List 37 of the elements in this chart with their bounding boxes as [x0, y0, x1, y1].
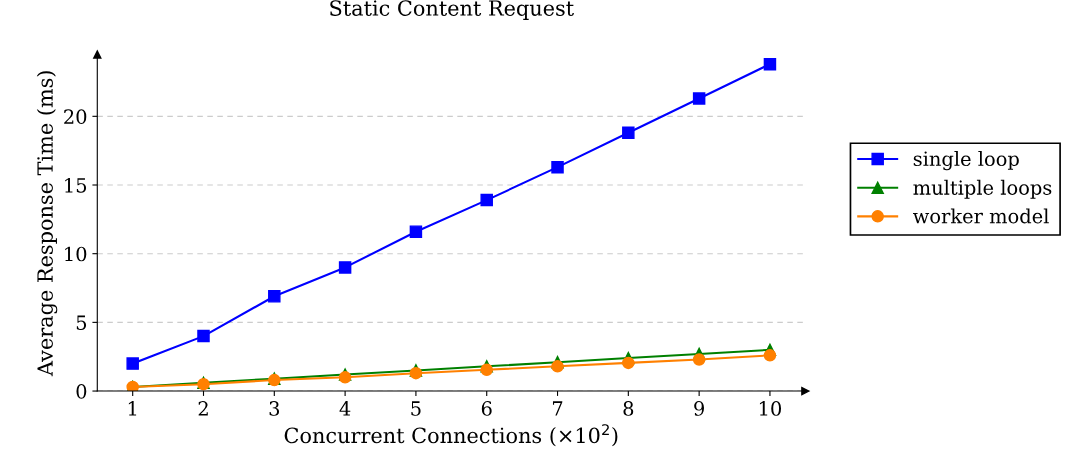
x-tick-label: 6: [481, 401, 492, 416]
x-axis-title: Concurrent Connections (×10$^{2}$): [284, 424, 618, 447]
point: [409, 225, 423, 238]
x-tick-label: 9: [694, 401, 705, 416]
chart-title: Static Content Request: [330, 0, 574, 20]
x-tick-label: 3: [269, 401, 280, 416]
point: [197, 329, 210, 343]
point: [622, 126, 635, 140]
y-tick-label: 0: [76, 384, 87, 399]
point: [480, 363, 493, 377]
y-axis-title: Average Response Time (ms): [36, 71, 58, 377]
legend-label: multiple loops: [913, 179, 1052, 199]
x-tick-label: 2: [198, 401, 208, 416]
point: [551, 360, 564, 373]
point: [126, 357, 139, 370]
y-tick-label: 5: [76, 315, 87, 331]
x-tick-label: 7: [552, 401, 563, 416]
point: [268, 290, 281, 303]
point: [338, 371, 352, 384]
x-tick-label: 5: [411, 401, 421, 416]
y-tick-label: 20: [64, 109, 87, 124]
y-tick-label: 10: [65, 246, 87, 262]
point: [338, 261, 352, 274]
point: [763, 349, 777, 362]
point: [692, 92, 706, 105]
x-tick-label: 8: [623, 401, 634, 416]
x-tick-label: 1: [128, 401, 137, 416]
point: [763, 57, 777, 71]
x-tick-label: 4: [339, 401, 351, 416]
point: [622, 356, 635, 370]
y-tick-label: 15: [65, 177, 87, 193]
point: [692, 353, 706, 366]
point: [551, 160, 564, 174]
legend-label: single loop: [913, 151, 1019, 171]
x-tick-label: 10: [759, 401, 782, 416]
legend-label: worker model: [913, 208, 1049, 224]
point: [480, 193, 493, 207]
